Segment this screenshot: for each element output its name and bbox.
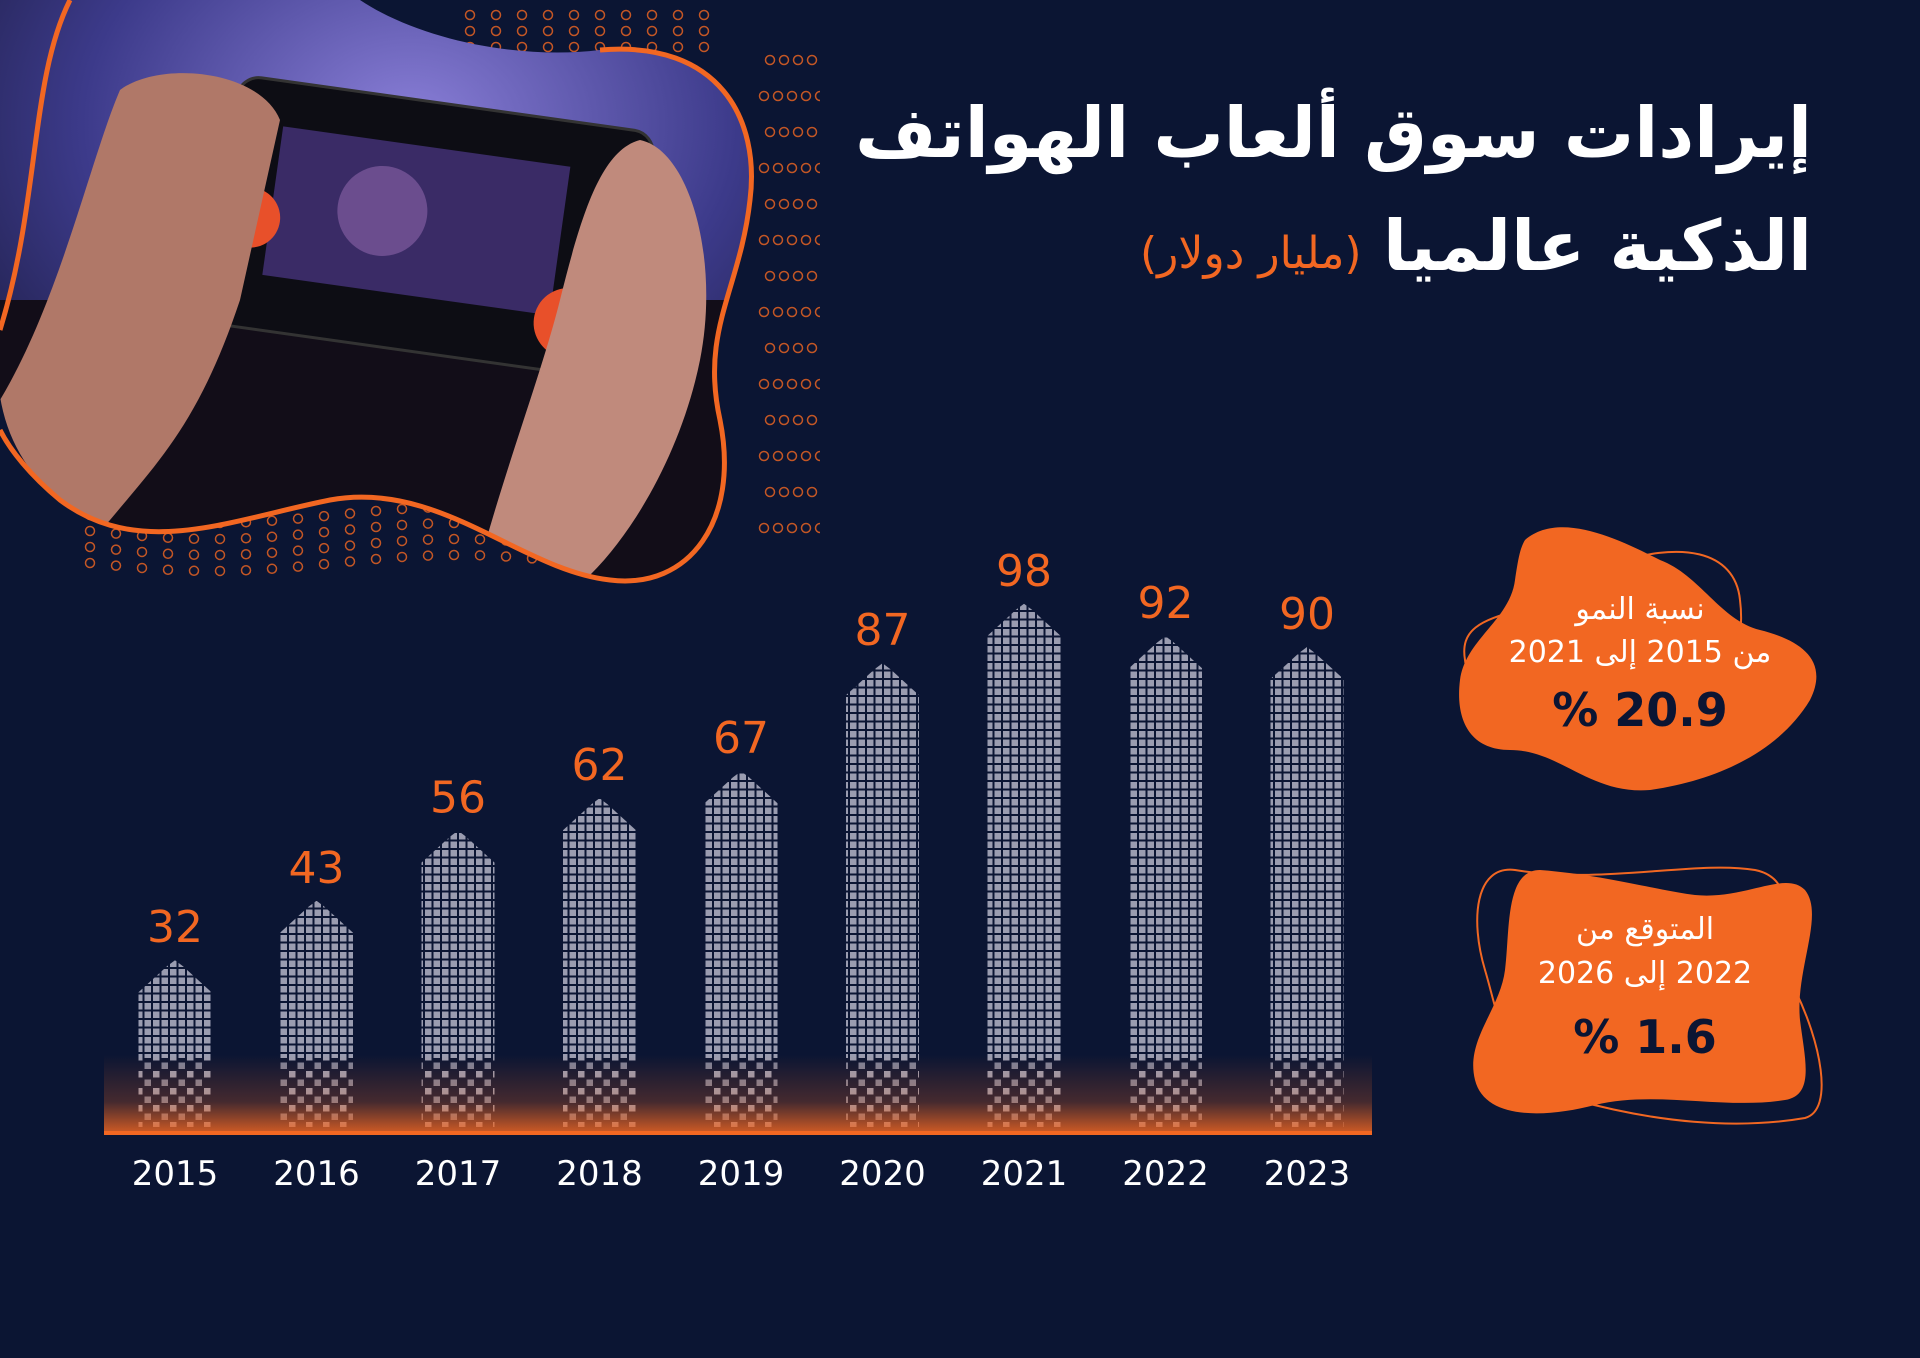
- baseline: [104, 1131, 1372, 1135]
- dot-pattern: [84, 9, 820, 577]
- x-tick-label: 2021: [981, 1154, 1068, 1194]
- unit-label: (مليار دولار): [1140, 228, 1362, 279]
- forecast-callout-line2: 2022 إلى 2026: [1537, 956, 1753, 991]
- data-label: 67: [713, 713, 769, 764]
- chart-title-line2: الذكية عالميا: [1383, 205, 1812, 287]
- forecast-callout: المتوقع من 2022 إلى 2026 1.6 %: [1455, 860, 1835, 1130]
- x-tick-label: 2016: [273, 1154, 360, 1194]
- phone-gaming-photo: [0, 0, 820, 584]
- x-tick-label: 2022: [1122, 1154, 1209, 1194]
- x-tick-label: 2020: [839, 1154, 926, 1194]
- x-tick-label: 2019: [698, 1154, 785, 1194]
- data-label: 62: [572, 740, 628, 791]
- x-tick-label: 2023: [1264, 1154, 1351, 1194]
- bar-2022: [1129, 636, 1202, 1127]
- forecast-callout-value: 1.6 %: [1573, 1010, 1717, 1064]
- chart-title-line1: إيرادات سوق ألعاب الهواتف: [855, 92, 1812, 174]
- growth-callout: نسبة النمو من 2015 إلى 2021 20.9 %: [1450, 520, 1830, 810]
- growth-callout-value: 20.9 %: [1552, 683, 1728, 737]
- data-label: 56: [430, 773, 486, 824]
- data-label: 32: [147, 902, 203, 953]
- data-label: 43: [289, 843, 345, 894]
- bar-2018: [563, 798, 636, 1127]
- bar-2021: [987, 603, 1061, 1127]
- x-tick-label: 2015: [132, 1154, 219, 1194]
- growth-callout-line1: نسبة النمو: [1575, 592, 1705, 627]
- data-label: 98: [996, 546, 1052, 597]
- data-label: 92: [1138, 578, 1194, 629]
- baseline-glow: [104, 1055, 1372, 1133]
- x-tick-label: 2017: [415, 1154, 502, 1194]
- forecast-callout-line1: المتوقع من: [1575, 912, 1715, 947]
- data-label: 87: [855, 605, 911, 656]
- growth-callout-line2: من 2015 إلى 2021: [1508, 635, 1772, 670]
- data-label: 90: [1279, 589, 1335, 640]
- x-tick-label: 2018: [556, 1154, 643, 1194]
